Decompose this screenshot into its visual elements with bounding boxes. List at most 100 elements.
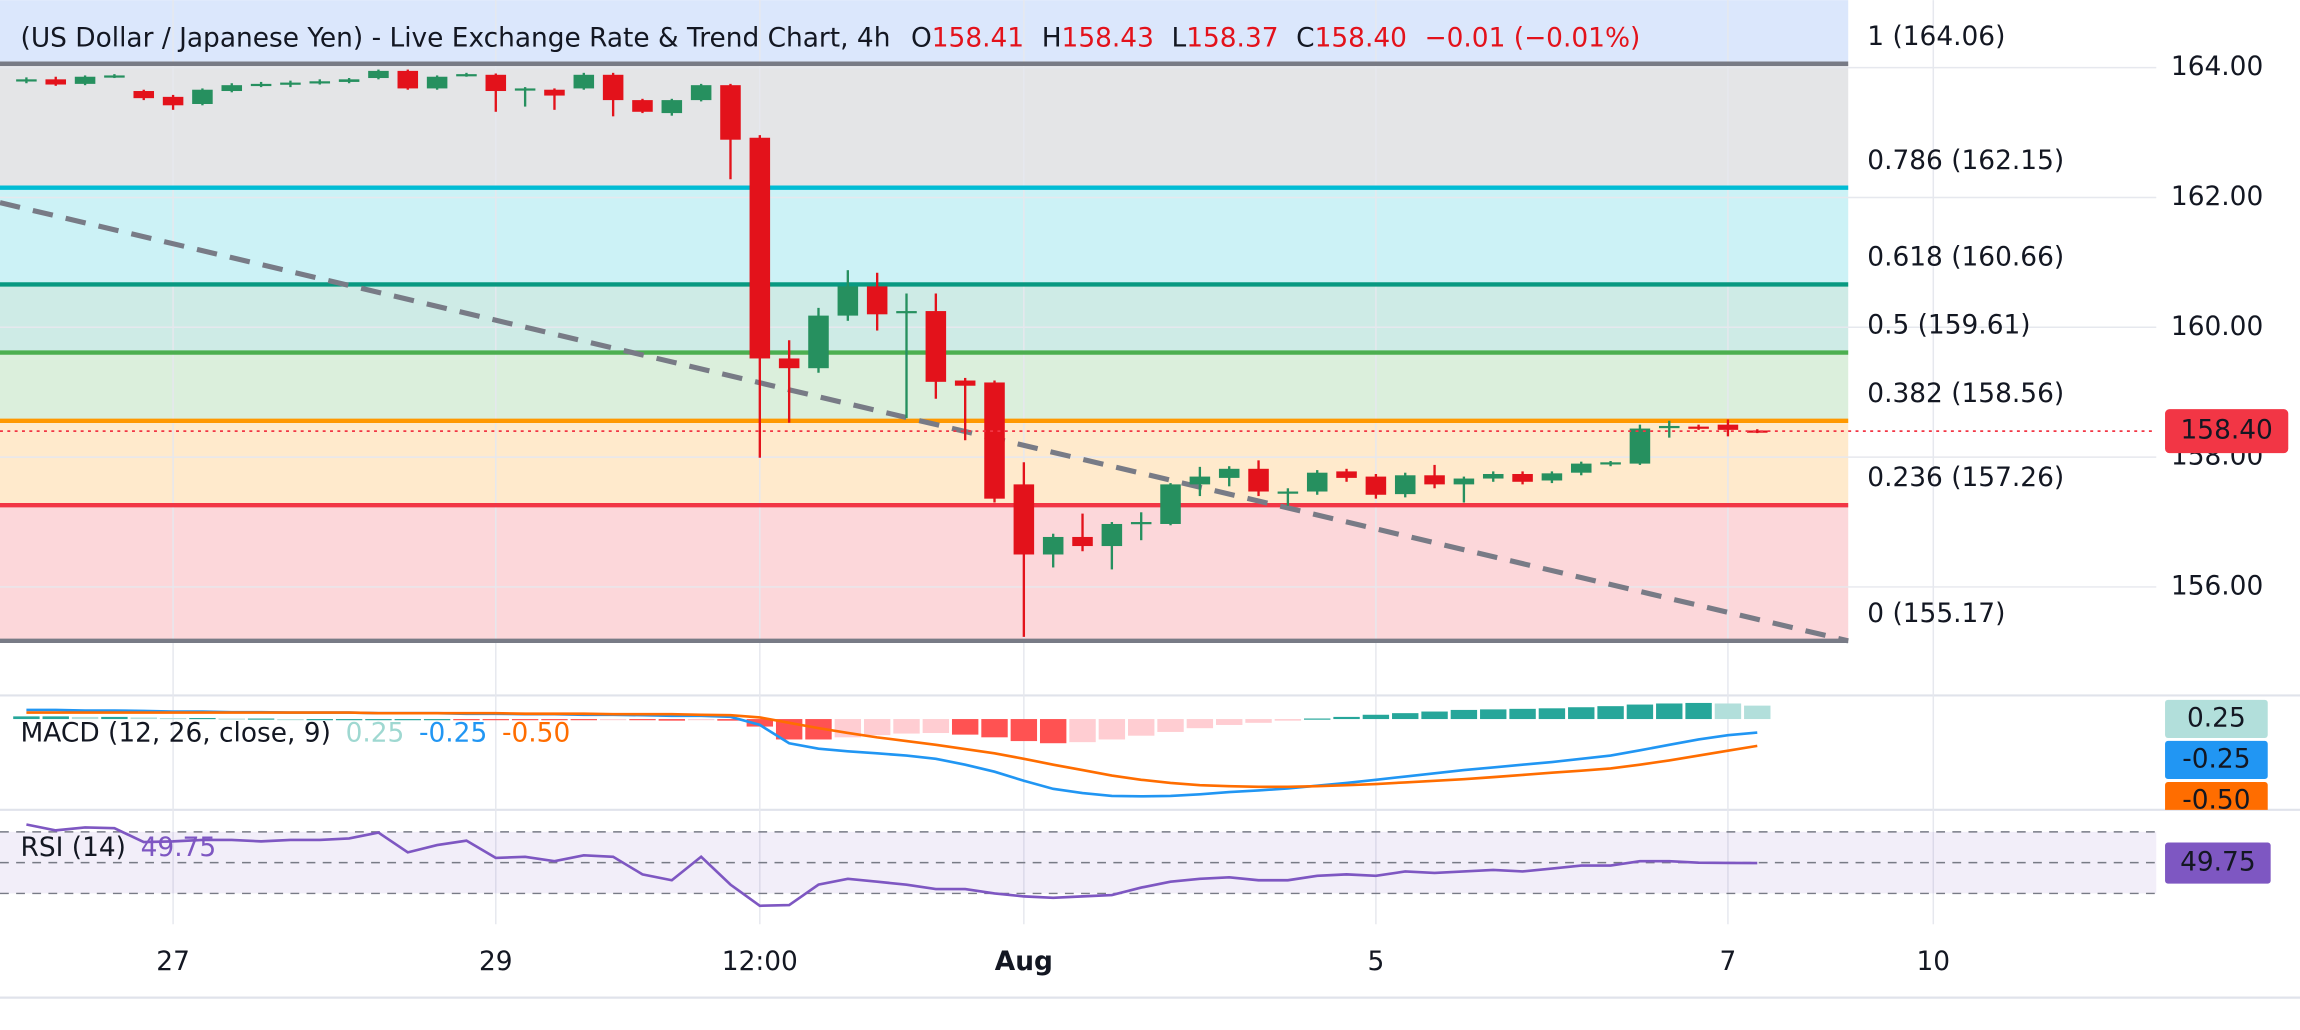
macd-histogram-bar [1245, 719, 1272, 723]
candle-body [45, 79, 67, 85]
candle-body [1453, 478, 1475, 485]
macd-histogram-bar [1597, 706, 1624, 720]
chart-title: (US Dollar / Japanese Yen) - Live Exchan… [21, 22, 1641, 53]
candle-body [925, 311, 947, 382]
candle-body [661, 100, 683, 114]
marks-layer [0, 61, 2157, 908]
rsi-title: RSI (14) 49.75 [21, 831, 217, 862]
candle-body [808, 315, 829, 369]
macd-histogram-bar [394, 719, 421, 721]
candle-body [514, 88, 536, 91]
macd-histogram-bar [1333, 716, 1360, 720]
x-tick-label: Aug [995, 946, 1053, 977]
candle-body [1218, 468, 1240, 478]
macd-histogram-bar [1509, 708, 1536, 720]
candle-body [1512, 473, 1533, 482]
candle-body [1600, 462, 1621, 465]
macd-histogram-bar [1392, 713, 1419, 720]
candle-body [338, 79, 360, 82]
macd-histogram-bar [922, 719, 950, 734]
candle-body [690, 85, 712, 101]
macd-axis-label: 0.25 [2187, 702, 2246, 733]
rsi-axis-label: 49.75 [2180, 847, 2256, 878]
macd-histogram-bar [1744, 705, 1771, 720]
candle-body [485, 74, 507, 92]
candle-body [1688, 426, 1709, 429]
candle-body [1658, 425, 1680, 429]
candle-body [632, 100, 653, 112]
candle-body [1394, 475, 1416, 495]
macd-histogram-bar [1216, 719, 1243, 725]
macd-histogram-bar [599, 719, 627, 721]
candle-body [573, 74, 595, 89]
back-layer [0, 63, 1849, 641]
candle-body [1072, 536, 1093, 547]
candle-body [1189, 476, 1211, 485]
y-tick-label: 164.00 [2171, 51, 2263, 82]
fib-label: 0.618 (160.66) [1867, 242, 2064, 273]
candle-body [162, 96, 184, 106]
y-tick-label: 162.00 [2171, 181, 2263, 212]
x-tick-label: 5 [1367, 946, 1384, 977]
macd-histogram-bar [42, 716, 69, 720]
candle-body [1717, 424, 1739, 430]
macd-value: 0.25 [346, 717, 405, 748]
candle-body [104, 75, 125, 78]
macd-histogram-bar [1685, 702, 1712, 720]
candle-body [1424, 475, 1445, 485]
macd-axis-box [2165, 699, 2268, 738]
macd-histogram-bar [1098, 719, 1126, 740]
last-price-box [2165, 409, 2289, 454]
macd-histogram-bar [101, 716, 128, 720]
macd-histogram-bar [247, 718, 275, 720]
candle-body [74, 76, 96, 84]
ohlc-label: H [1042, 22, 1062, 53]
macd-histogram-bar [335, 719, 363, 721]
x-tick-label: 7 [1720, 946, 1737, 977]
header-strip [0, 0, 1849, 62]
macd-histogram-bar [277, 719, 304, 721]
fib-band [0, 63, 1849, 188]
macd-histogram-bar [951, 719, 979, 735]
macd-histogram-bar [658, 719, 686, 721]
candle-body [1130, 522, 1152, 525]
candle-body [1365, 476, 1387, 495]
x-tick-label: 29 [479, 946, 513, 977]
y-tick-label: 156.00 [2171, 570, 2263, 601]
candle-body [397, 70, 419, 89]
macd-histogram-bar [1069, 719, 1096, 743]
macd-histogram-bar [1656, 703, 1683, 720]
x-tick-label: 10 [1916, 946, 1950, 977]
macd-histogram-bar [218, 718, 245, 720]
fib-label: 0.236 (157.26) [1867, 462, 2064, 493]
candle-body [602, 74, 624, 101]
macd-histogram-bar [717, 719, 744, 721]
macd-axis-label: -0.50 [2182, 785, 2250, 816]
macd-title-text: MACD (12, 26, close, 9) [21, 717, 331, 748]
macd-histogram-bar [1626, 704, 1654, 720]
grid-layer [0, 0, 2157, 925]
candle-body [1482, 473, 1504, 479]
fib-band [0, 420, 1849, 506]
ohlc-label: O [911, 22, 932, 53]
macd-histogram-bar [981, 719, 1008, 738]
ohlc-value: 158.37 [1186, 22, 1278, 53]
macd-histogram-bar [306, 719, 333, 721]
rsi-value: 49.75 [141, 831, 217, 862]
candle-body [368, 70, 389, 79]
rsi-axis-box [2165, 842, 2271, 884]
macd-title: MACD (12, 26, close, 9) 0.25 -0.25 -0.50 [21, 717, 571, 748]
title-text: (US Dollar / Japanese Yen) - Live Exchan… [21, 22, 891, 53]
macd-histogram-bar [1450, 709, 1478, 720]
rsi-line [26, 823, 1758, 908]
macd-histogram-bar [365, 719, 392, 721]
macd-value: -0.25 [419, 717, 487, 748]
candle-body [1277, 491, 1299, 494]
ohlc-value: 158.43 [1062, 22, 1154, 53]
macd-histogram-bar [1480, 709, 1507, 720]
macd-histogram-bar [482, 719, 509, 721]
macd-histogram-bar [1362, 714, 1390, 720]
